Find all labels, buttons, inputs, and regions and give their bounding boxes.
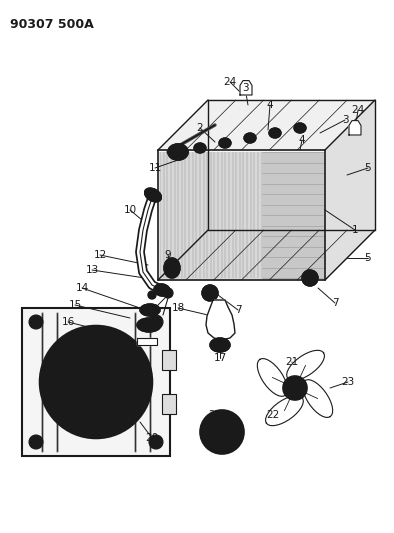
Ellipse shape [202,285,218,301]
Text: 5: 5 [365,253,371,263]
Text: 5: 5 [365,163,371,173]
Text: 20: 20 [145,433,158,443]
Ellipse shape [163,288,173,298]
Text: 9: 9 [165,250,171,260]
Bar [162,394,176,414]
Ellipse shape [48,334,144,430]
Bar [162,350,176,370]
Ellipse shape [29,315,43,329]
Polygon shape [240,80,252,95]
Polygon shape [287,350,324,381]
Text: 22: 22 [266,410,280,420]
Ellipse shape [302,270,318,286]
Ellipse shape [140,304,160,316]
Text: 11: 11 [149,163,162,173]
Ellipse shape [219,138,231,148]
Ellipse shape [297,125,303,131]
Polygon shape [349,120,361,135]
Ellipse shape [148,291,156,299]
Text: 23: 23 [341,377,355,387]
Ellipse shape [283,376,307,400]
Text: 16: 16 [61,317,74,327]
Ellipse shape [150,293,154,297]
Text: 13: 13 [85,265,98,275]
Ellipse shape [244,133,256,143]
Polygon shape [266,395,303,426]
Ellipse shape [210,338,230,352]
Ellipse shape [149,315,163,329]
Text: 90307 500A: 90307 500A [10,18,94,31]
Polygon shape [160,152,262,278]
Ellipse shape [289,382,301,394]
Polygon shape [262,152,323,278]
Text: 3: 3 [242,83,248,93]
Ellipse shape [145,188,162,202]
Text: 21: 21 [285,357,299,367]
Ellipse shape [215,425,229,439]
Text: 4: 4 [267,100,273,110]
Ellipse shape [207,417,237,447]
Ellipse shape [168,144,188,160]
Ellipse shape [40,326,152,438]
Text: 8: 8 [150,305,156,315]
Text: 19: 19 [78,395,92,405]
Polygon shape [206,300,235,340]
Ellipse shape [164,258,180,278]
Ellipse shape [173,148,183,156]
Text: 10: 10 [123,205,137,215]
Ellipse shape [306,274,314,282]
Ellipse shape [272,131,278,135]
Text: 7: 7 [235,305,241,315]
Polygon shape [257,359,287,397]
Ellipse shape [81,387,91,397]
Ellipse shape [29,435,43,449]
Polygon shape [137,338,157,345]
Text: 3: 3 [342,115,348,125]
Text: 4: 4 [299,135,305,145]
Text: 18: 18 [171,303,185,313]
Polygon shape [158,230,375,280]
Ellipse shape [154,284,170,296]
Text: 14: 14 [75,283,89,293]
Polygon shape [325,100,375,280]
Ellipse shape [222,141,228,146]
Ellipse shape [137,318,161,332]
Text: 24: 24 [223,77,237,87]
Text: 17: 17 [214,353,227,363]
Ellipse shape [197,146,203,150]
Text: 12: 12 [93,250,107,260]
Ellipse shape [218,428,226,436]
Text: 7: 7 [332,298,338,308]
Polygon shape [303,379,333,417]
Ellipse shape [247,135,253,141]
Ellipse shape [269,128,281,138]
Ellipse shape [200,410,244,454]
Text: 1: 1 [352,225,358,235]
Text: 25: 25 [208,410,221,420]
Ellipse shape [149,435,163,449]
Ellipse shape [206,289,214,297]
Text: 24: 24 [351,105,364,115]
Ellipse shape [294,123,306,133]
Ellipse shape [145,307,155,313]
Ellipse shape [194,143,206,153]
Polygon shape [22,308,170,456]
Bar [22,308,170,456]
Text: 2: 2 [197,123,203,133]
Polygon shape [158,100,375,150]
Text: 15: 15 [69,300,82,310]
Ellipse shape [83,389,89,395]
